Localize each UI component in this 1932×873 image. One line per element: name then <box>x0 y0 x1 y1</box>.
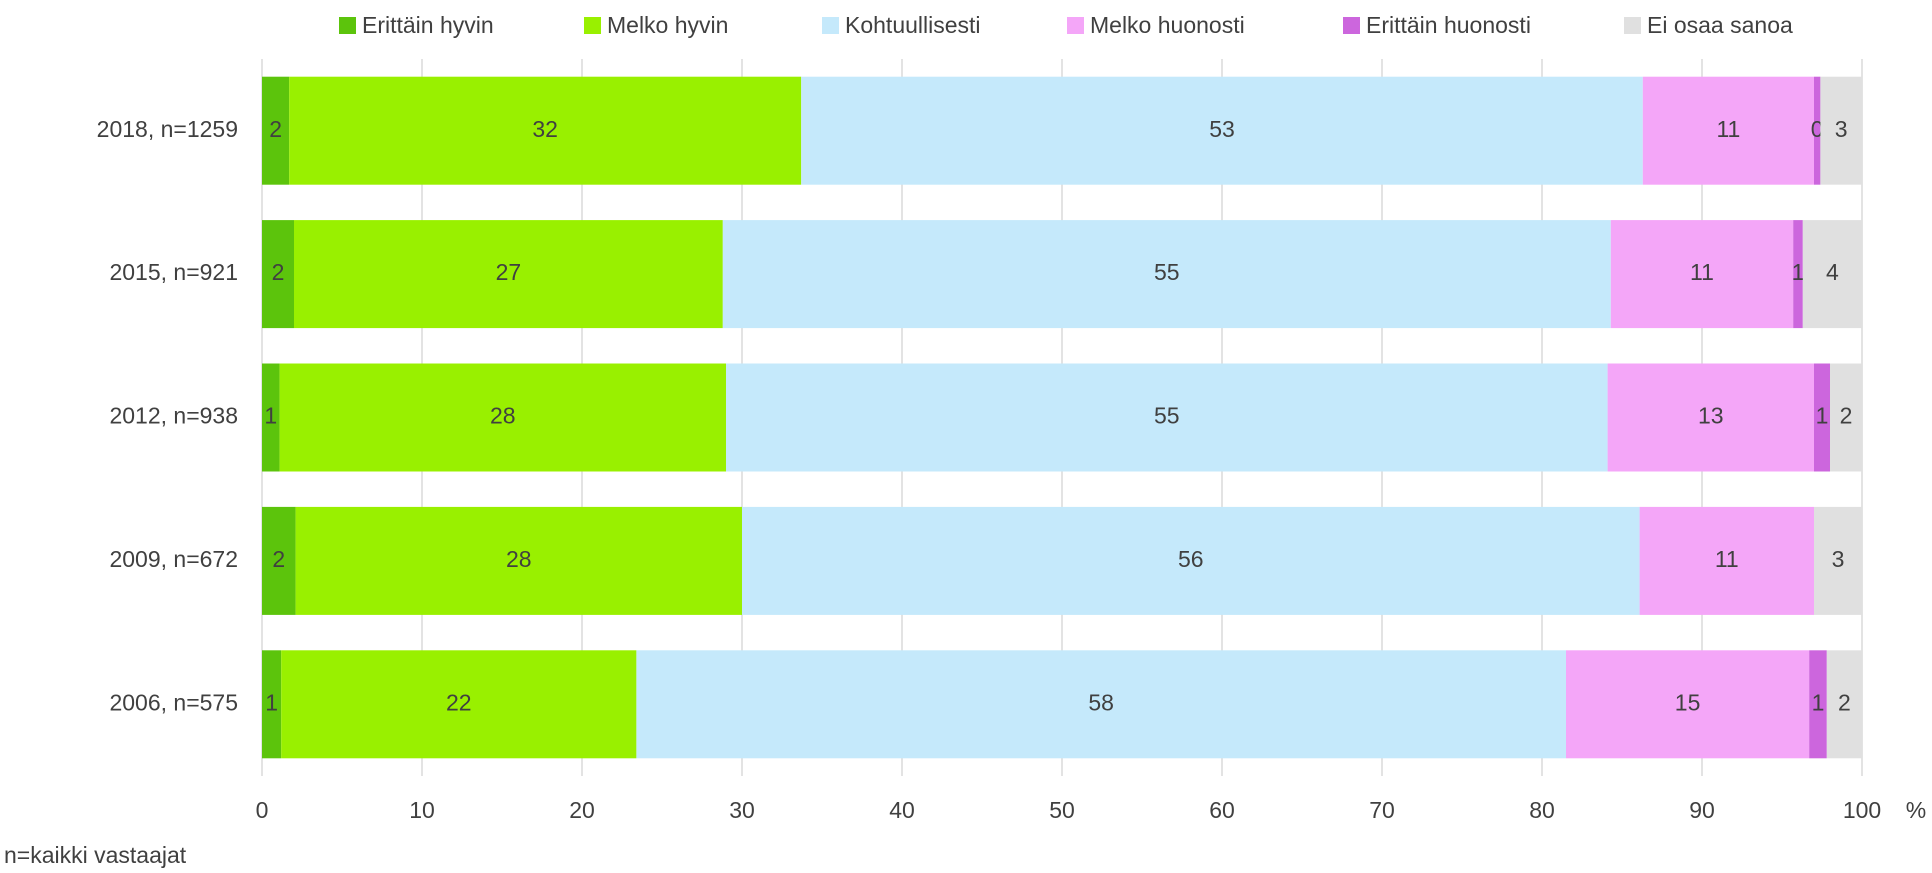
data-label: 27 <box>496 259 522 285</box>
data-label: 11 <box>1716 116 1740 142</box>
x-axis-unit: % <box>1906 797 1926 823</box>
data-label: 2 <box>272 259 285 285</box>
data-label: 1 <box>265 689 278 715</box>
data-label: 2 <box>269 116 282 142</box>
bar-segment <box>636 650 1566 759</box>
data-label: 1 <box>264 403 277 429</box>
bar-segment <box>1566 650 1810 759</box>
y-tick-label: 2012, n=938 <box>109 403 238 429</box>
bar-segment <box>1802 220 1862 329</box>
bar-segment <box>289 76 802 185</box>
x-tick-label: 40 <box>889 797 915 823</box>
bar-segment <box>294 220 723 329</box>
bar-segment <box>1814 506 1862 615</box>
legend-swatch <box>339 17 356 34</box>
legend-label: Erittäin huonosti <box>1366 12 1531 38</box>
y-tick-label: 2018, n=1259 <box>97 116 238 142</box>
bar-segment <box>262 506 296 615</box>
bar-segment <box>295 506 742 615</box>
data-label: 55 <box>1154 403 1180 429</box>
data-label: 13 <box>1698 403 1724 429</box>
x-tick-label: 60 <box>1209 797 1235 823</box>
data-label: 3 <box>1835 116 1848 142</box>
data-label: 3 <box>1832 546 1845 572</box>
data-label: 1 <box>1812 689 1825 715</box>
bar-segment <box>742 506 1640 615</box>
bar-segment <box>1830 363 1862 472</box>
bar-segment <box>1820 76 1862 185</box>
bar-segment <box>1639 506 1814 615</box>
data-label: 2 <box>272 546 285 572</box>
x-tick-label: 90 <box>1689 797 1715 823</box>
bar-segment <box>1642 76 1814 185</box>
legend-label: Ei osaa sanoa <box>1647 12 1793 38</box>
legend-swatch <box>584 17 601 34</box>
data-label: 28 <box>506 546 532 572</box>
x-tick-label: 100 <box>1843 797 1881 823</box>
bar-segment <box>1607 363 1814 472</box>
data-label: 53 <box>1209 116 1235 142</box>
bar-segment <box>281 650 637 759</box>
bar-segment <box>262 76 290 185</box>
legend-label: Melko huonosti <box>1090 12 1245 38</box>
data-label: 11 <box>1690 259 1714 285</box>
bar-segment <box>1610 220 1794 329</box>
bar-segment <box>726 363 1608 472</box>
data-label: 55 <box>1154 259 1180 285</box>
bar-segment <box>1826 650 1862 759</box>
bar-segment <box>1793 220 1803 329</box>
x-tick-label: 70 <box>1369 797 1395 823</box>
legend-label: Erittäin hyvin <box>362 12 494 38</box>
bar-segment <box>262 220 294 329</box>
data-label: 56 <box>1178 546 1204 572</box>
data-label: 0 <box>1811 116 1824 142</box>
legend-label: Kohtuullisesti <box>845 12 981 38</box>
legend-swatch <box>1624 17 1641 34</box>
x-tick-label: 50 <box>1049 797 1075 823</box>
y-tick-label: 2015, n=921 <box>109 259 238 285</box>
data-label: 1 <box>1816 403 1829 429</box>
data-label: 28 <box>490 403 516 429</box>
bar-segment <box>1814 76 1821 185</box>
x-tick-label: 0 <box>256 797 269 823</box>
data-label: 32 <box>532 116 558 142</box>
bar-segment <box>279 363 726 472</box>
x-tick-label: 20 <box>569 797 595 823</box>
data-label: 15 <box>1675 689 1701 715</box>
bar-segment <box>1814 363 1830 472</box>
bar-segment <box>262 363 280 472</box>
legend-swatch <box>822 17 839 34</box>
data-label: 2 <box>1838 689 1851 715</box>
data-label: 11 <box>1715 546 1739 572</box>
x-tick-label: 30 <box>729 797 755 823</box>
bar-segment <box>262 650 282 759</box>
data-label: 22 <box>446 689 472 715</box>
data-label: 1 <box>1792 259 1805 285</box>
x-tick-label: 10 <box>409 797 435 823</box>
legend-swatch <box>1067 17 1084 34</box>
bar-segment <box>1809 650 1827 759</box>
footnote: n=kaikki vastaajat <box>4 842 187 868</box>
data-label: 58 <box>1088 689 1114 715</box>
data-label: 2 <box>1840 403 1853 429</box>
y-tick-label: 2006, n=575 <box>109 689 238 715</box>
x-tick-label: 80 <box>1529 797 1555 823</box>
bar-segment <box>722 220 1611 329</box>
data-label: 4 <box>1826 259 1839 285</box>
legend-swatch <box>1343 17 1360 34</box>
y-tick-label: 2009, n=672 <box>109 546 238 572</box>
bar-segment <box>801 76 1643 185</box>
legend-label: Melko hyvin <box>607 12 728 38</box>
